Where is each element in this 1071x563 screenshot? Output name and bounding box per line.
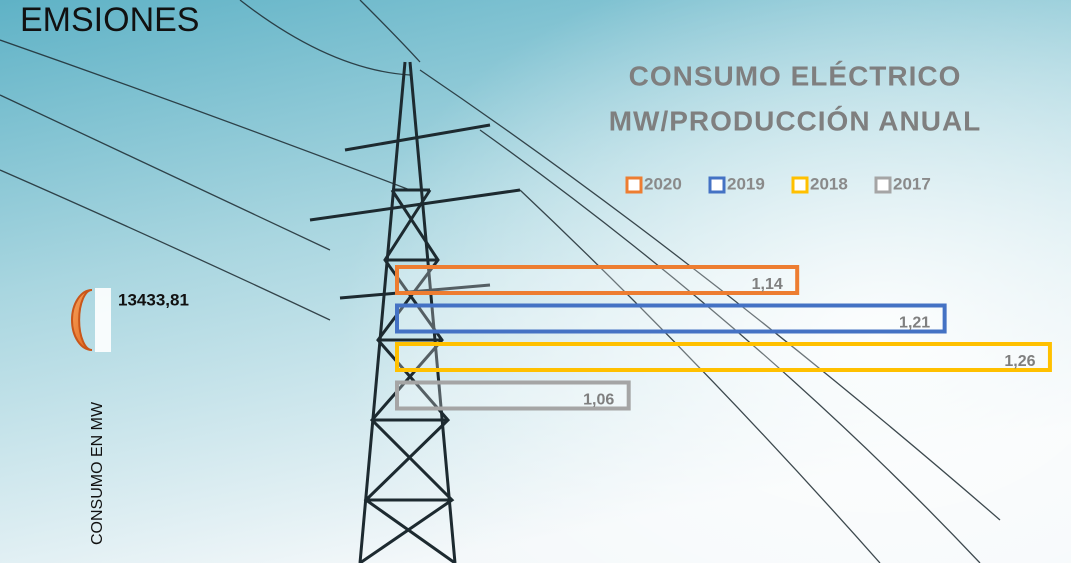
chart: CONSUMO ELÉCTRICO MW/PRODUCCIÓN ANUAL 2020… — [395, 60, 1052, 411]
bar — [395, 265, 800, 295]
legend-label: 2017 — [893, 174, 931, 193]
bar — [395, 303, 947, 334]
chart-title: MW/PRODUCCIÓN ANUAL — [609, 105, 982, 136]
data-label: 1,26 — [1004, 353, 1035, 370]
indicator-value: 13433,81 — [118, 290, 189, 309]
legend-swatch — [874, 176, 892, 194]
legend-label: 2020 — [644, 174, 682, 193]
gauge-panel — [95, 288, 111, 352]
legend-swatch — [708, 176, 726, 194]
bar — [395, 380, 631, 411]
legend-swatch — [791, 176, 809, 194]
data-label: 1,14 — [752, 276, 783, 293]
data-label: 1,06 — [583, 392, 614, 409]
gauge-icon — [71, 289, 93, 351]
legend-swatch — [625, 176, 643, 194]
bar — [395, 342, 1052, 372]
legend-label: 2019 — [727, 174, 765, 193]
header: EMSIONES — [20, 1, 199, 39]
chart-title: CONSUMO ELÉCTRICO — [629, 60, 962, 91]
axis-label: CONSUMO EN MW — [89, 401, 106, 545]
data-label: 1,21 — [899, 315, 930, 332]
indicator: 13433,81 CONSUMO EN MW — [71, 288, 189, 545]
legend-label: 2018 — [810, 174, 848, 193]
